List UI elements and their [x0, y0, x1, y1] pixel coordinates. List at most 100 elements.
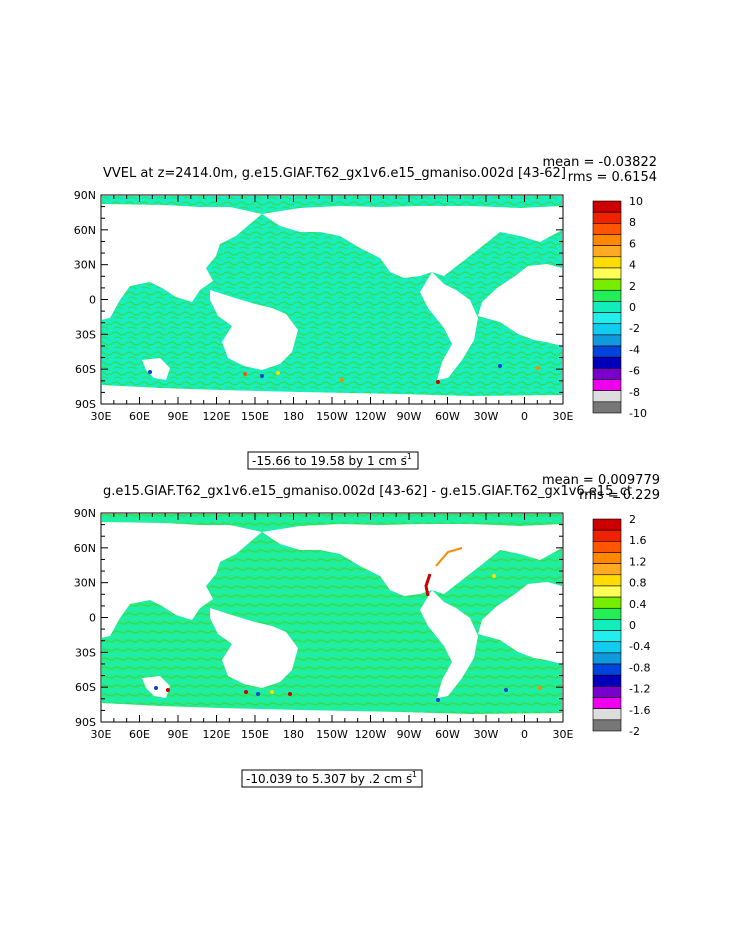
colorbar-swatch — [592, 323, 622, 336]
colorbar-swatch — [592, 585, 622, 598]
colorbar: 2 1.6 1.2 0.8 0.4 0 -0.4 -0.8 -1.2 -1.6 -2 — [592, 513, 650, 738]
range-unit-exponent: -1 — [404, 452, 412, 461]
hotspots — [154, 547, 542, 702]
colorbar-label: -2 — [629, 725, 640, 738]
colorbar-swatch — [592, 390, 622, 403]
map-area — [100, 186, 564, 405]
rms-label: rms = 0.229 — [579, 488, 660, 503]
lon-tick-label: 0 — [521, 410, 528, 423]
lat-tick-label: 30N — [74, 259, 96, 272]
lon-axis: 30E 60E 90E 120E 150E 180 150W 120W 90W 60W 30W 0 30… — [91, 195, 574, 423]
lat-tick-label: 90N — [74, 507, 96, 520]
lat-tick-label: 60N — [74, 542, 96, 555]
colorbar-swatch — [592, 234, 622, 246]
colorbar-label: 0.8 — [629, 577, 647, 590]
lon-tick-label: 90W — [397, 410, 422, 423]
lon-tick-label: 150E — [241, 728, 269, 741]
lat-tick-label: 0 — [89, 294, 96, 307]
colorbar-swatch — [592, 312, 622, 325]
colorbar-swatch — [592, 630, 622, 643]
lon-tick-label: 180 — [283, 728, 304, 741]
colorbar-swatch — [592, 289, 622, 302]
lon-tick-label: 90E — [168, 410, 189, 423]
colorbar-swatch — [592, 223, 622, 235]
colorbar-swatch — [592, 541, 622, 553]
lon-tick-label: 60E — [129, 728, 150, 741]
colorbar-label: -1.2 — [629, 683, 650, 696]
colorbar-label: 1.6 — [629, 534, 647, 547]
lat-tick-label: 30N — [74, 577, 96, 590]
range-unit-exponent: -1 — [409, 770, 417, 779]
mean-label: mean = -0.03822 — [543, 155, 657, 170]
lat-tick-label: 60S — [75, 681, 96, 694]
colorbar-label: 4 — [629, 259, 636, 272]
colorbar-swatch — [592, 401, 622, 414]
colorbar-swatch — [592, 663, 622, 676]
colorbar-swatch — [592, 607, 622, 620]
lon-tick-label: 30E — [91, 728, 112, 741]
hotspots — [148, 364, 540, 384]
panel-1: VVEL at z=2414.0m, g.e15.GIAF.T62_gx1v6.… — [74, 155, 657, 470]
lon-axis: 30E 60E 90E 120E 150E 180 150W 120W 90W 60W 30W 0 30… — [91, 513, 574, 741]
lon-tick-label: 30W — [474, 728, 499, 741]
colorbar-label: 0 — [629, 619, 636, 632]
lon-tick-label: 150E — [241, 410, 269, 423]
lat-tick-label: 90S — [75, 398, 96, 411]
colorbar-swatch — [592, 211, 622, 224]
lon-tick-label: 120E — [203, 728, 231, 741]
lon-tick-label: 0 — [521, 728, 528, 741]
colorbar-label: -8 — [629, 386, 640, 399]
colorbar-swatch — [592, 708, 622, 721]
colorbar: 10 8 6 4 2 0 -2 -4 -6 -8 -10 — [592, 195, 647, 420]
colorbar-swatch — [592, 301, 622, 313]
lon-tick-label: 90W — [397, 728, 422, 741]
colorbar-swatch — [592, 518, 622, 531]
colorbar-label: -6 — [629, 365, 640, 378]
lon-tick-label: 90E — [168, 728, 189, 741]
colorbar-swatch — [592, 641, 622, 654]
colorbar-swatch — [592, 200, 622, 213]
colorbar-label: 1.2 — [629, 555, 647, 568]
lon-tick-label: 60W — [435, 410, 460, 423]
colorbar-swatch — [592, 278, 622, 291]
colorbar-label: -1.6 — [629, 704, 650, 717]
colorbar-label: -10 — [629, 407, 647, 420]
lat-tick-label: 60N — [74, 224, 96, 237]
colorbar-swatch — [592, 345, 622, 358]
colorbar-swatch — [592, 256, 622, 269]
colorbar-label: -2 — [629, 322, 640, 335]
lat-tick-label: 60S — [75, 363, 96, 376]
lon-tick-label: 180 — [283, 410, 304, 423]
colorbar-swatch — [592, 368, 622, 380]
colorbar-label: -0.8 — [629, 661, 650, 674]
colorbar-swatch — [592, 552, 622, 564]
colorbar-label: 2 — [629, 280, 636, 293]
rms-label: rms = 0.6154 — [568, 170, 657, 185]
colorbar-swatch — [592, 674, 622, 687]
colorbar-swatch — [592, 379, 622, 391]
panel-title: VVEL at z=2414.0m, g.e15.GIAF.T62_gx1v6.… — [103, 166, 566, 181]
lon-tick-label: 120E — [203, 410, 231, 423]
colorbar-swatch — [592, 563, 622, 576]
lon-tick-label: 60W — [435, 728, 460, 741]
colorbar-label: 6 — [629, 237, 636, 250]
lon-tick-label: 120W — [355, 410, 387, 423]
lon-tick-label: 150W — [316, 728, 348, 741]
colorbar-swatch — [592, 356, 622, 369]
lat-tick-label: 30S — [75, 646, 96, 659]
colorbar-label: 0 — [629, 301, 636, 314]
lat-tick-label: 90S — [75, 716, 96, 729]
colorbar-swatch — [592, 245, 622, 258]
colorbar-label: 2 — [629, 513, 636, 526]
range-label: -15.66 to 19.58 by 1 cm s — [252, 454, 407, 468]
map-area — [100, 504, 564, 723]
colorbar-swatch — [592, 267, 622, 280]
lon-tick-label: 60E — [129, 410, 150, 423]
colorbar-label: -0.4 — [629, 640, 650, 653]
lon-tick-label: 30W — [474, 410, 499, 423]
colorbar-swatch — [592, 652, 622, 665]
panel-title: g.e15.GIAF.T62_gx1v6.e15_gmaniso.002d [4… — [103, 484, 632, 499]
colorbar-label: 10 — [629, 195, 643, 208]
range-label: -10.039 to 5.307 by .2 cm s — [246, 772, 412, 786]
